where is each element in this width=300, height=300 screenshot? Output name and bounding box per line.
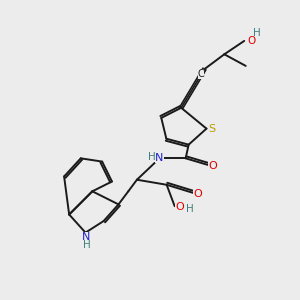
Text: C: C	[198, 69, 205, 79]
Text: N: N	[155, 153, 164, 163]
Text: S: S	[208, 124, 215, 134]
Text: H: H	[148, 152, 155, 162]
Text: H: H	[186, 204, 194, 214]
Text: O: O	[193, 189, 202, 199]
Text: H: H	[83, 240, 91, 250]
Text: N: N	[82, 232, 90, 242]
Text: O: O	[248, 36, 256, 46]
Text: O: O	[175, 202, 184, 212]
Text: H: H	[253, 28, 260, 38]
Text: O: O	[208, 161, 217, 171]
